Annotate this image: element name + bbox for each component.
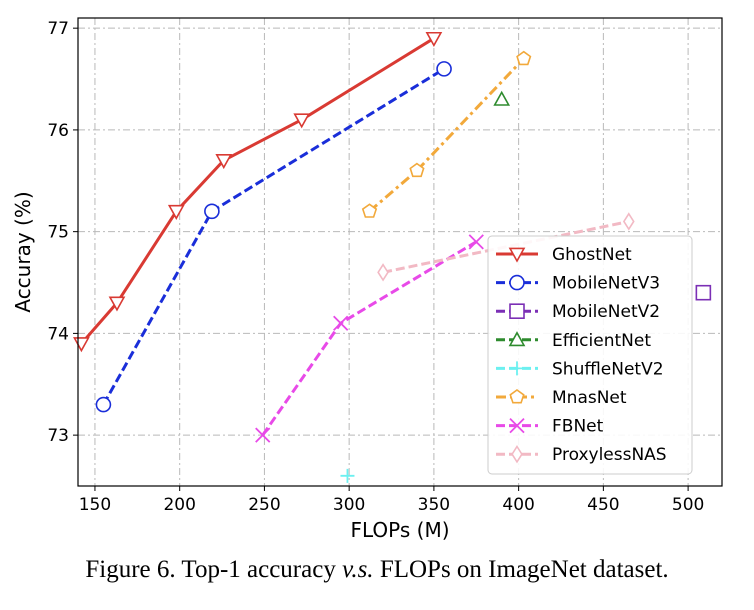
y-tick-label: 77	[47, 19, 69, 39]
series-ghostnet	[73, 31, 443, 353]
legend-marker	[509, 274, 525, 291]
data-point	[215, 154, 233, 170]
y-axis-label: Accuray (%)	[11, 191, 35, 312]
data-point	[516, 50, 532, 66]
legend-label: MobileNetV2	[552, 302, 660, 322]
x-tick-label: 400	[502, 495, 534, 515]
y-tick-label: 73	[47, 426, 69, 446]
data-point	[436, 61, 452, 77]
data-point	[361, 203, 378, 218]
legend-label: ProxylessNAS	[552, 445, 667, 465]
y-tick-label: 74	[47, 324, 69, 344]
legend-label: EfficientNet	[552, 331, 651, 351]
legend-marker	[511, 445, 523, 464]
data-point	[493, 90, 511, 106]
data-point	[95, 396, 112, 413]
data-point	[204, 203, 220, 220]
caption-prefix: Figure 6. Top-1 accuracy	[85, 556, 343, 583]
x-tick-label: 300	[333, 495, 365, 515]
plot-frame	[77, 17, 723, 487]
legend-item-shufflenetv2: ShuffleNetV2	[496, 359, 664, 379]
legend-marker	[509, 417, 525, 434]
legend-item-ghostnet: GhostNet	[496, 245, 632, 265]
legend-box	[487, 235, 693, 475]
series-mnasnet	[361, 50, 532, 218]
legend-item-fbnet: FBNet	[496, 417, 604, 437]
x-tick-label: 250	[248, 495, 280, 515]
data-point	[425, 31, 443, 47]
x-axis-label: FLOPs (M)	[350, 518, 449, 542]
figure-caption: Figure 6. Top-1 accuracy v.s. FLOPs on I…	[0, 556, 754, 584]
caption-suffix: FLOPs on ImageNet dataset.	[373, 556, 669, 583]
data-point	[333, 315, 349, 331]
chart: 150 200 250 300 350 400 450 500 73 74 75 76 77 FLOPs…	[11, 17, 723, 542]
legend-marker	[510, 361, 524, 376]
ticks: 150 200 250 300 350 400 450 500 73 74 75 76 77	[47, 19, 704, 515]
data-point	[695, 284, 712, 301]
data-point	[108, 296, 126, 312]
y-tick-label: 76	[47, 121, 69, 141]
data-point	[293, 113, 311, 129]
legend-label: MnasNet	[552, 388, 627, 408]
data-point	[409, 162, 425, 178]
series-fbnet	[255, 234, 484, 443]
data-point	[255, 427, 271, 443]
legend-label: ShuffleNetV2	[552, 359, 664, 379]
x-tick-label: 150	[79, 495, 111, 515]
legend-marker	[509, 303, 525, 320]
x-tick-label: 450	[587, 495, 619, 515]
series-shufflenetv2	[340, 468, 355, 483]
legend-label: GhostNet	[552, 245, 632, 265]
legend: GhostNet MobileNetV3 MobileNetV2 EfficientN…	[487, 235, 693, 475]
legend-item-mobilenetv3: MobileNetV3	[496, 274, 660, 294]
y-tick-label: 75	[47, 223, 69, 243]
x-tick-label: 200	[163, 495, 195, 515]
x-tick-label: 500	[672, 495, 704, 515]
legend-marker	[508, 247, 526, 263]
legend-item-mnasnet: MnasNet	[496, 388, 627, 408]
data-point	[622, 212, 635, 231]
x-tick-label: 350	[418, 495, 450, 515]
legend-item-mobilenetv2: MobileNetV2	[496, 302, 660, 322]
series-mobilenetv3	[95, 61, 452, 413]
legend-marker	[508, 331, 526, 347]
series-layer	[73, 31, 712, 483]
series-mobilenetv2	[695, 284, 712, 301]
data-point	[340, 468, 355, 483]
legend-item-efficientnet: EfficientNet	[496, 331, 651, 351]
legend-label: FBNet	[552, 417, 604, 437]
legend-item-proxylessnas: ProxylessNAS	[496, 445, 667, 465]
data-point	[377, 263, 389, 282]
legend-marker	[509, 389, 525, 404]
series-line	[80, 37, 435, 345]
data-point	[167, 204, 185, 220]
legend-label: MobileNetV3	[552, 274, 660, 294]
data-point	[468, 234, 484, 250]
series-efficientnet	[493, 90, 511, 106]
caption-vs: v.s.	[342, 556, 374, 583]
